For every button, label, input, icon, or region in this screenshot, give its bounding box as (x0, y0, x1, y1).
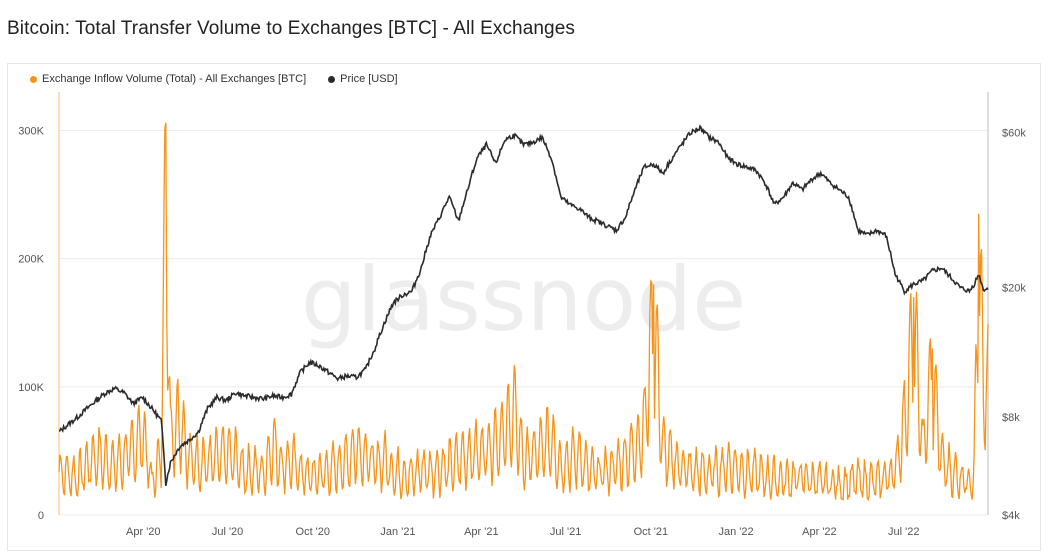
legend-dot-price (328, 75, 336, 83)
x-tick-label: Jul '22 (888, 526, 919, 538)
x-tick-label: Jan '22 (718, 526, 753, 538)
x-tick-label: Jul '20 (212, 526, 243, 538)
y-right-tick-label: $4k (1002, 510, 1020, 522)
y-left-tick-label: 300K (18, 125, 44, 137)
legend: Exchange Inflow Volume (Total) - All Exc… (30, 73, 398, 85)
x-tick-label: Apr '21 (464, 526, 499, 538)
y-left-tick-label: 100K (18, 382, 44, 394)
x-tick-label: Oct '20 (296, 526, 331, 538)
x-tick-label: Apr '20 (126, 526, 161, 538)
y-right-tick-label: $20k (1002, 283, 1026, 295)
chart-title: Bitcoin: Total Transfer Volume to Exchan… (7, 18, 575, 39)
y-right-tick-label: $8k (1002, 412, 1020, 424)
x-tick-label: Jan '21 (380, 526, 415, 538)
y-left-tick-label: 0 (38, 510, 44, 522)
price-series-line (58, 124, 989, 486)
y-right-tick-label: $60k (1002, 128, 1026, 140)
legend-dot-inflow (30, 75, 37, 83)
legend-item-price[interactable]: Price [USD] (328, 73, 398, 85)
x-tick-label: Oct '21 (634, 526, 669, 538)
legend-label-inflow: Exchange Inflow Volume (Total) - All Exc… (42, 73, 307, 85)
watermark-text: glassnode (301, 248, 747, 351)
x-tick-label: Jul '21 (550, 526, 581, 538)
y-left-tick-label: 200K (18, 254, 44, 266)
legend-item-inflow[interactable]: Exchange Inflow Volume (Total) - All Exc… (30, 73, 306, 85)
x-tick-label: Apr '22 (802, 526, 837, 538)
legend-label-price: Price [USD] (340, 73, 398, 85)
inflow-series-line (58, 122, 989, 502)
chart-panel (7, 63, 1041, 551)
